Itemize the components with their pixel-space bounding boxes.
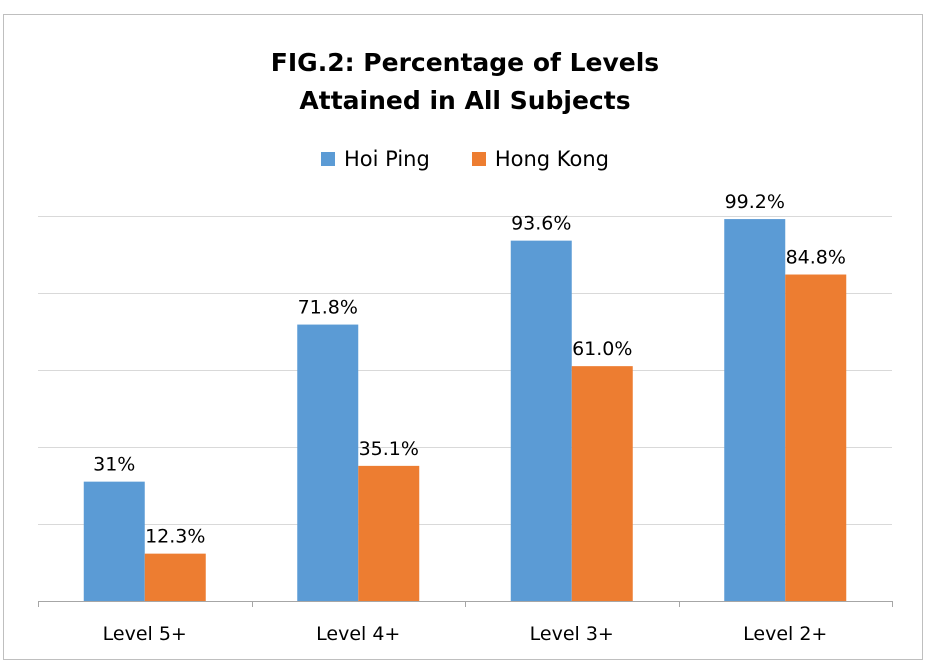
chart-title-line-2: Attained in All Subjects xyxy=(299,86,631,115)
legend-swatch-hong-kong xyxy=(471,152,486,166)
x-tick-label: Level 3+ xyxy=(530,623,614,645)
data-label-hoi-ping: 31% xyxy=(93,454,135,476)
chart-title: FIG.2: Percentage of Levels Attained in … xyxy=(0,44,930,120)
data-label-hoi-ping: 93.6% xyxy=(511,213,571,235)
legend-item-hong-kong: Hong Kong xyxy=(471,147,609,171)
bar-hong-kong xyxy=(144,553,206,601)
data-label-hong-kong: 12.3% xyxy=(145,526,205,548)
chart-legend: Hoi Ping Hong Kong xyxy=(0,146,930,172)
bar-hoi-ping xyxy=(297,324,359,601)
chart-title-line-1: FIG.2: Percentage of Levels xyxy=(270,48,660,77)
x-tick-label: Level 4+ xyxy=(316,623,400,645)
legend-swatch-hoi-ping xyxy=(321,152,335,166)
data-label-hong-kong: 84.8% xyxy=(786,247,846,269)
data-label-hong-kong: 61.0% xyxy=(572,338,632,360)
legend-label-hoi-ping: Hoi Ping xyxy=(344,147,430,171)
legend-item-hoi-ping: Hoi Ping xyxy=(321,147,430,171)
data-label-hoi-ping: 99.2% xyxy=(725,191,785,213)
bar-hoi-ping xyxy=(83,481,145,601)
data-label-hong-kong: 35.1% xyxy=(359,438,419,460)
x-tick-label: Level 2+ xyxy=(743,623,827,645)
bar-hong-kong xyxy=(571,366,633,601)
data-label-hoi-ping: 71.8% xyxy=(298,297,358,319)
bar-hoi-ping xyxy=(510,240,572,601)
bar-hong-kong xyxy=(785,274,847,601)
bar-hong-kong xyxy=(358,465,420,601)
legend-label-hong-kong: Hong Kong xyxy=(494,147,609,171)
bar-hoi-ping xyxy=(724,219,786,601)
x-tick-label: Level 5+ xyxy=(103,623,187,645)
